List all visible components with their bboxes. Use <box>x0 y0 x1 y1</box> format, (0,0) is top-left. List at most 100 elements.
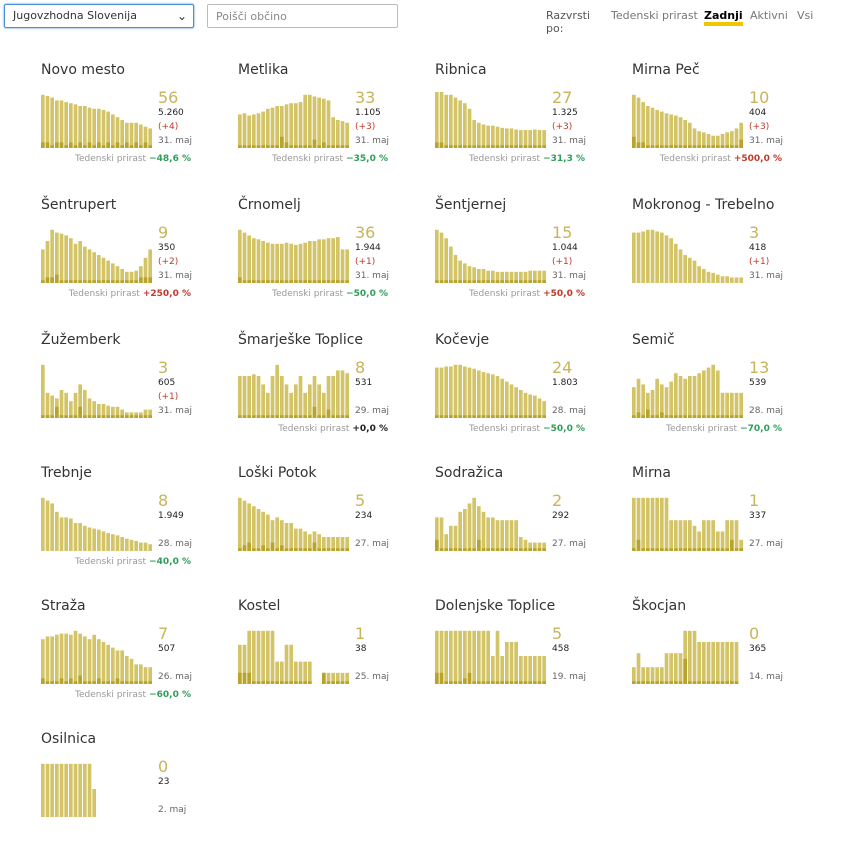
chart-bar-new <box>444 415 448 418</box>
municipality-card[interactable]: Črnomelj 36 1.944 (+1) 31. maj Tedenski prira… <box>238 197 423 327</box>
chart-bar <box>444 238 448 283</box>
total-count: 1.944 <box>355 243 381 253</box>
chart-bar-new <box>317 145 321 148</box>
chart-bar <box>340 121 345 148</box>
sort-option-weekly[interactable]: Tedenski prirast <box>611 9 698 22</box>
chart-bar <box>514 520 518 551</box>
chart-bar <box>641 231 645 283</box>
municipality-name: Metlika <box>238 62 289 78</box>
municipality-card[interactable]: Ribnica 27 1.325 (+3) 31. maj Tedenski priras… <box>435 62 620 192</box>
chart-bar <box>730 277 734 283</box>
chart-bar <box>270 107 275 148</box>
municipality-card[interactable]: Loški Potok 5 234 27. maj <box>238 465 423 595</box>
municipality-card[interactable]: Osilnica 0 23 2. maj <box>41 731 226 861</box>
chart-bar <box>697 531 701 551</box>
chart-bar-new <box>101 415 106 418</box>
municipality-card[interactable]: Mokronog - Trebelno 3 418 (+1) 31. maj <box>632 197 817 327</box>
chart-bar-new <box>542 145 546 148</box>
chart-bar-new <box>336 145 340 148</box>
municipality-card[interactable]: Dolenjske Toplice 5 458 19. maj <box>435 598 620 728</box>
chart-bar-new <box>134 681 138 684</box>
cases-bar-chart <box>632 497 743 551</box>
chart-bar-new <box>45 415 50 418</box>
search-input[interactable] <box>207 4 398 28</box>
chart-bar <box>83 390 87 418</box>
chart-bar <box>632 232 636 283</box>
chart-bar-new <box>669 548 673 551</box>
chart-bar <box>739 539 743 551</box>
municipality-card[interactable]: Sodražica 2 292 27. maj <box>435 465 620 595</box>
municipality-card[interactable]: Novo mesto 56 5.260 (+4) 31. maj Tedenski pri… <box>41 62 226 192</box>
chart-bar-new <box>650 681 655 684</box>
chart-bar-new <box>242 545 247 551</box>
municipality-card[interactable]: Semič 13 539 28. maj Tedenski prirast −70,0 % <box>632 332 817 462</box>
chart-bar <box>528 656 532 684</box>
municipality-card[interactable]: Šentrupert 9 350 (+2) 31. maj Tedenski priras… <box>41 197 226 327</box>
municipality-card[interactable]: Šmarješke Toplice 8 531 29. maj Tedenski pri… <box>238 332 423 462</box>
chart-bar <box>284 104 289 148</box>
municipality-card[interactable]: Mirna Peč 10 404 (+3) 31. maj Tedenski priras… <box>632 62 817 192</box>
chart-bar <box>308 661 312 684</box>
weekly-growth-label: Tedenski prirast <box>666 424 738 434</box>
chart-bar-new <box>453 415 458 418</box>
chart-bar-new <box>106 415 110 418</box>
municipality-card[interactable]: Žužemberk 3 605 (+1) 31. maj <box>41 332 226 462</box>
chart-bar-new <box>481 145 486 148</box>
sort-option-all[interactable]: Vsi <box>797 9 814 22</box>
chart-bar-new <box>298 280 303 283</box>
chart-bar <box>660 667 664 684</box>
chart-bar-new <box>523 145 528 148</box>
chart-bar <box>725 132 729 148</box>
chart-bar <box>308 534 312 551</box>
region-select[interactable]: Jugovzhodna Slovenija ⌄ <box>4 4 194 28</box>
chart-bar <box>247 376 251 418</box>
municipality-card[interactable]: Metlika 33 1.105 (+3) 31. maj Tedenski priras… <box>238 62 423 192</box>
chart-bar-new <box>477 681 481 684</box>
chart-bar-new <box>134 280 138 283</box>
chart-bar <box>143 257 148 283</box>
chart-bar <box>247 115 251 148</box>
sort-option-active[interactable]: Aktivni <box>750 9 788 22</box>
chart-bar-new <box>519 415 523 418</box>
sort-option-latest[interactable]: Zadnji <box>704 9 743 26</box>
chart-bar-new <box>509 548 514 551</box>
chart-bar-new <box>500 548 504 551</box>
chart-bar-new <box>326 145 331 148</box>
chart-bar-new <box>73 681 78 684</box>
municipality-card[interactable]: Straža 7 507 26. maj Tedenski prirast −60,0 % <box>41 598 226 728</box>
chart-bar <box>284 242 289 283</box>
chart-bar <box>275 661 279 684</box>
municipality-card[interactable]: Kostel 1 38 25. maj <box>238 598 423 728</box>
chart-bar <box>303 531 307 551</box>
chart-bar-new <box>514 280 518 283</box>
chart-bar-new <box>111 145 115 148</box>
chart-bar-new <box>646 548 650 551</box>
municipality-card[interactable]: Kočevje 24 1.803 28. maj Tedenski prirast −50… <box>435 332 620 462</box>
chart-bar <box>242 113 247 148</box>
chart-bar <box>463 366 467 418</box>
chart-bar-new <box>449 280 453 283</box>
municipality-card[interactable]: Trebnje 8 1.949 28. maj Tedenski prirast −40,… <box>41 465 226 595</box>
chart-bar-new <box>439 672 444 684</box>
total-count: 292 <box>552 511 570 521</box>
municipality-card[interactable]: Šentjernej 15 1.044 (+1) 31. maj Tedenski pri… <box>435 197 620 327</box>
chart-bar-new <box>317 280 321 283</box>
chart-bar <box>664 387 669 418</box>
chart-bar <box>256 630 261 684</box>
chart-bar-new <box>472 415 476 418</box>
municipality-card[interactable]: Škocjan 0 365 14. maj <box>632 598 817 728</box>
chart-bar <box>646 392 650 418</box>
weekly-growth: Tedenski prirast +0,0 % <box>238 424 388 434</box>
chart-bar <box>720 134 725 148</box>
chart-bar <box>444 366 448 418</box>
chart-bar-new <box>477 280 481 283</box>
chart-bar <box>261 111 265 148</box>
chart-bar <box>78 241 82 283</box>
chart-bar <box>87 107 92 148</box>
chart-bar-new <box>125 415 129 418</box>
municipality-card[interactable]: Mirna 1 337 27. maj <box>632 465 817 595</box>
chart-bar <box>139 124 143 148</box>
chart-bar <box>523 271 528 283</box>
chart-bar <box>73 763 78 817</box>
active-count: 56 <box>158 88 179 107</box>
